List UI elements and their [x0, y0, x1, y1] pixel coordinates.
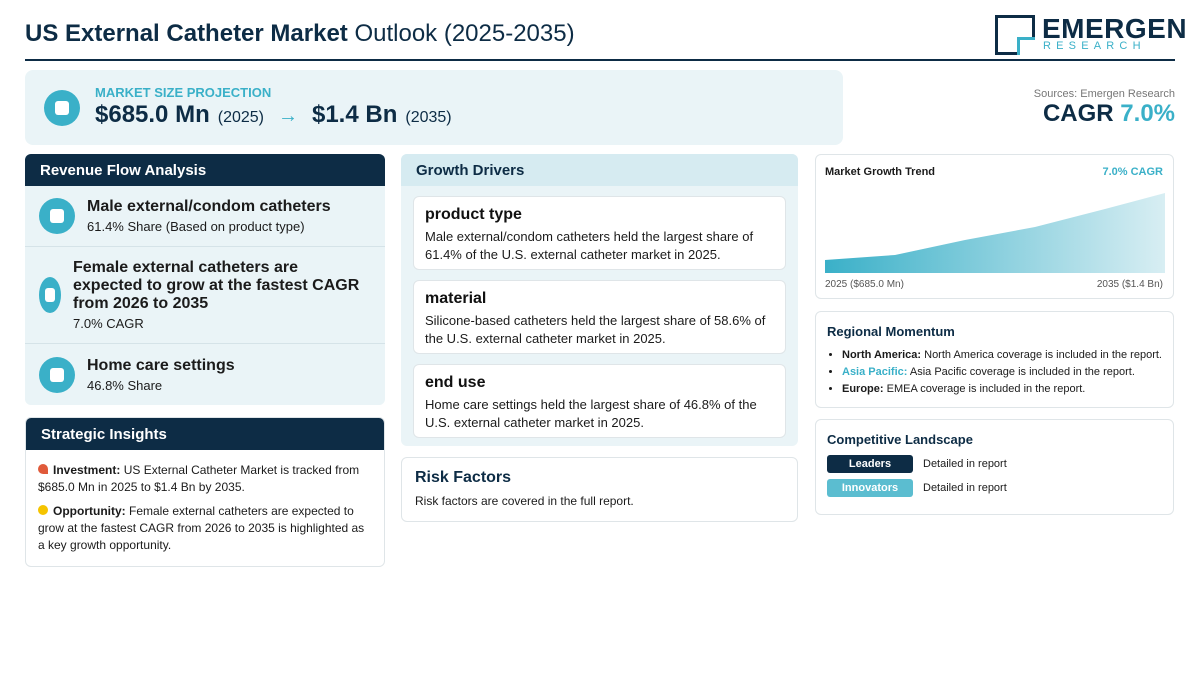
section-title: Strategic Insights [26, 418, 384, 450]
badge-text: Detailed in report [923, 458, 1007, 470]
driver-title: product type [425, 206, 522, 223]
region-text: North America coverage is included in th… [924, 349, 1162, 361]
badge-text: Detailed in report [923, 482, 1007, 494]
driver-card: material Silicone-based catheters held th… [413, 280, 786, 354]
region-text: EMEA coverage is included in the report. [886, 383, 1086, 395]
regional: Regional Momentum North America: North A… [815, 311, 1174, 408]
driver-text: Male external/condom catheters held the … [425, 229, 754, 262]
insights-body: Investment: US External Catheter Market … [26, 450, 384, 554]
flow-icon [39, 198, 75, 234]
risk-title: Risk Factors [415, 469, 512, 486]
title: US External Catheter Market Outlook (202… [25, 20, 575, 48]
cagr: CAGR 7.0% [1043, 100, 1175, 128]
projection-values: $685.0 Mn (2025) → $1.4 Bn (2035) [95, 101, 452, 129]
flow-item: Female external catheters are expected t… [25, 247, 385, 344]
section-title: Growth Drivers [401, 154, 798, 186]
regional-item: North America: North America coverage is… [842, 349, 1162, 361]
regional-item: Europe: EMEA coverage is included in the… [842, 383, 1162, 395]
logo-name: EMERGEN [1042, 13, 1188, 44]
competitive-row: Innovators Detailed in report [827, 479, 1162, 497]
trend-area [825, 193, 1165, 273]
flow-item: Male external/condom catheters 61.4% Shar… [25, 186, 385, 247]
region: Asia Pacific: [842, 366, 908, 378]
driver-text: Home care settings held the largest shar… [425, 397, 757, 430]
insight: Investment: US External Catheter Market … [38, 462, 372, 496]
insight-label: Investment: [53, 463, 121, 477]
growth-trend: Market Growth Trend 7.0% CAGR 2025 ($685… [815, 154, 1174, 299]
driver-title: end use [425, 374, 486, 391]
cagr-value: 7.0% [1120, 100, 1175, 127]
region: North America: [842, 349, 922, 361]
end-year: (2035) [405, 109, 452, 126]
insight-text: Female external catheters are expected t… [38, 504, 365, 552]
competitive: Competitive Landscape Leaders Detailed in… [815, 419, 1174, 515]
flow-detail: 46.8% Share [87, 377, 163, 393]
flow-icon [39, 277, 61, 313]
trend-title: Market Growth Trend [825, 166, 936, 178]
region-text: Asia Pacific coverage is included in the… [909, 366, 1135, 378]
source: Sources: Emergen Research [1033, 88, 1175, 100]
cagr-label: CAGR [1042, 100, 1114, 127]
insight: Opportunity: Female external catheters a… [38, 503, 372, 554]
growth-drivers: Growth Drivers product type Male external… [401, 154, 798, 446]
trend-shape [825, 193, 1165, 273]
end-value: $1.4 Bn [311, 101, 398, 128]
projection-icon [44, 90, 80, 126]
projection-label: MARKET SIZE PROJECTION [95, 85, 272, 100]
flow-icon [39, 356, 75, 393]
strategic-insights: Strategic Insights Investment: US Extern… [25, 417, 385, 567]
arrow: → [277, 105, 298, 127]
trend-end: 2035 ($1.4 Bn) [1096, 279, 1163, 290]
risk-text: Risk factors are covered in the full rep… [415, 494, 634, 508]
insight-label: Opportunity: [53, 504, 126, 518]
title-rule [25, 59, 1175, 61]
driver-title: material [425, 290, 487, 307]
regional-item: Asia Pacific: Asia Pacific coverage is i… [842, 366, 1162, 378]
flow-title: Male external/condom catheters [87, 198, 331, 215]
driver-text: Silicone-based catheters held the larges… [425, 313, 766, 346]
revenue-flow: Revenue Flow Analysis Male external/cond… [25, 154, 385, 405]
start-value: $685.0 Mn [95, 101, 210, 128]
badge: Leaders [827, 455, 913, 473]
trend-cagr: 7.0% CAGR [1102, 166, 1163, 178]
flow-item: Home care settings 46.8% Share [25, 344, 385, 405]
logo-mark [995, 15, 1035, 55]
flow-title: Female external catheters are expected t… [73, 259, 360, 312]
competitive-title: Competitive Landscape [827, 432, 973, 447]
driver-card: end use Home care settings held the large… [413, 364, 786, 438]
regional-title: Regional Momentum [827, 324, 955, 339]
flow-detail: 61.4% Share (Based on product type) [87, 219, 305, 234]
title-rest: Outlook (2025-2035) [354, 20, 575, 47]
competitive-row: Leaders Detailed in report [827, 455, 1162, 473]
regional-list: North America: North America coverage is… [827, 349, 1162, 395]
flow-detail: 7.0% CAGR [73, 316, 144, 331]
title-bold: US External Catheter Market [25, 20, 348, 47]
risk-factors: Risk Factors Risk factors are covered in… [401, 457, 798, 522]
badge: Innovators [827, 479, 913, 497]
start-year: (2025) [217, 109, 264, 126]
section-title: Revenue Flow Analysis [25, 154, 385, 186]
driver-card: product type Male external/condom cathete… [413, 196, 786, 270]
projection-box: MARKET SIZE PROJECTION $685.0 Mn (2025) … [25, 70, 843, 145]
flow-title: Home care settings [87, 356, 235, 374]
region: Europe: [842, 383, 884, 395]
insight-text: US External Catheter Market is tracked f… [38, 463, 360, 494]
logo-sub: RESEARCH [1043, 40, 1146, 52]
trend-start: 2025 ($685.0 Mn) [825, 279, 904, 290]
